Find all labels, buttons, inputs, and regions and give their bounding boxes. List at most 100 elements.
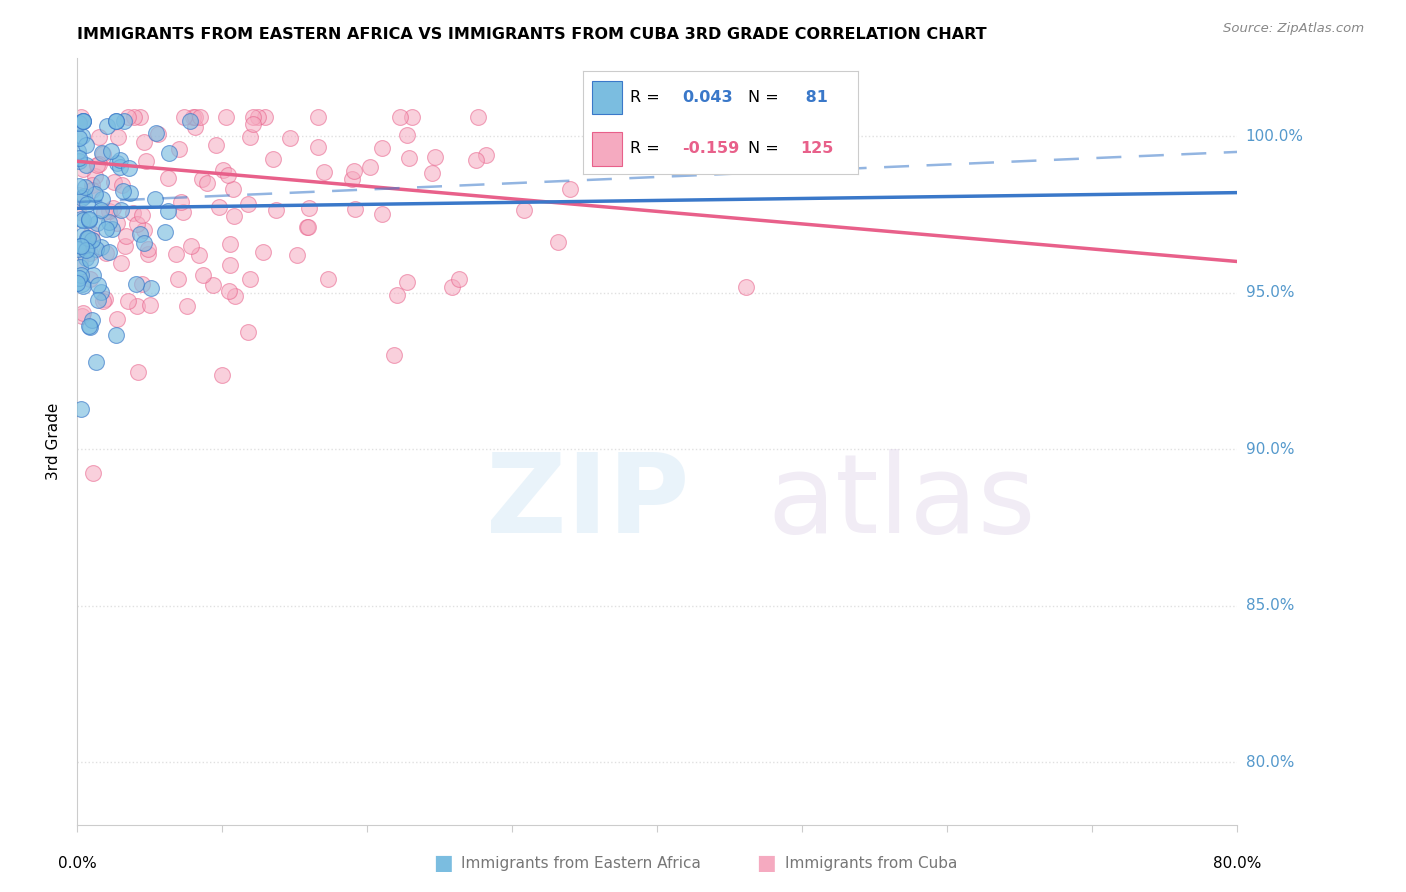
- Point: [547, 235, 569, 250]
- Point: [67, 179, 90, 194]
- Point: [176, 299, 198, 313]
- Text: 95.0%: 95.0%: [1246, 285, 1294, 301]
- Point: [157, 145, 180, 160]
- Point: [83, 169, 105, 183]
- Point: [138, 298, 160, 312]
- Point: [285, 248, 308, 262]
- Point: [86, 355, 108, 369]
- Point: [246, 111, 269, 125]
- Point: [127, 366, 149, 380]
- Point: [127, 299, 149, 313]
- Point: [239, 272, 262, 286]
- Point: [67, 153, 90, 168]
- Point: [76, 197, 98, 211]
- Point: [467, 111, 489, 125]
- Point: [86, 216, 108, 230]
- Point: [79, 245, 101, 260]
- Point: [70, 190, 93, 204]
- Point: [449, 272, 471, 286]
- Point: [79, 252, 101, 267]
- Point: [342, 164, 364, 178]
- Point: [75, 158, 97, 172]
- Point: [80, 226, 103, 240]
- Point: [72, 227, 94, 242]
- Point: [67, 242, 90, 256]
- Point: [82, 233, 104, 247]
- Point: [591, 111, 613, 125]
- Point: [72, 278, 94, 293]
- Text: N =: N =: [748, 141, 785, 156]
- Point: [262, 152, 284, 166]
- Point: [181, 111, 204, 125]
- Point: [401, 111, 423, 125]
- Point: [105, 328, 128, 343]
- Point: [90, 175, 112, 189]
- Point: [77, 318, 100, 333]
- Point: [127, 217, 149, 231]
- Point: [734, 280, 756, 294]
- Point: [94, 222, 117, 236]
- Point: [222, 182, 245, 196]
- Point: [217, 168, 239, 182]
- Point: [80, 313, 103, 327]
- Point: [307, 139, 329, 153]
- Text: 100.0%: 100.0%: [1246, 128, 1303, 144]
- Point: [215, 111, 238, 125]
- Point: [136, 242, 159, 256]
- Point: [72, 188, 94, 202]
- Point: [72, 162, 94, 177]
- Text: 0.0%: 0.0%: [58, 855, 97, 871]
- Point: [105, 312, 128, 326]
- Text: Source: ZipAtlas.com: Source: ZipAtlas.com: [1223, 22, 1364, 36]
- Point: [82, 467, 104, 481]
- Point: [70, 128, 93, 143]
- Point: [475, 148, 498, 162]
- Point: [97, 204, 120, 219]
- Point: [70, 211, 93, 226]
- Point: [75, 251, 97, 265]
- Point: [104, 113, 127, 128]
- Point: [370, 141, 392, 155]
- Text: R =: R =: [630, 141, 665, 156]
- Point: [70, 111, 93, 125]
- Point: [135, 154, 157, 169]
- Point: [77, 212, 100, 227]
- Point: [90, 240, 112, 254]
- Point: [72, 113, 94, 128]
- Point: [157, 171, 180, 186]
- Text: 90.0%: 90.0%: [1246, 442, 1294, 457]
- Point: [136, 247, 159, 261]
- Point: [70, 268, 93, 283]
- Point: [107, 129, 129, 144]
- Y-axis label: 3rd Grade: 3rd Grade: [46, 403, 62, 480]
- Point: [512, 203, 534, 218]
- Point: [167, 143, 190, 157]
- Text: N =: N =: [748, 90, 785, 105]
- Point: [441, 280, 464, 294]
- Text: 80.0%: 80.0%: [1213, 855, 1261, 871]
- Point: [80, 178, 103, 193]
- Point: [157, 203, 180, 218]
- Point: [103, 176, 125, 190]
- Point: [110, 256, 132, 270]
- Point: [191, 171, 214, 186]
- Point: [222, 210, 245, 224]
- Point: [423, 150, 446, 164]
- Point: [143, 192, 166, 206]
- FancyBboxPatch shape: [592, 80, 621, 114]
- Point: [131, 208, 153, 222]
- Point: [75, 138, 97, 153]
- Point: [344, 202, 367, 216]
- Point: [188, 111, 211, 125]
- Point: [184, 120, 207, 134]
- Point: [359, 160, 381, 174]
- FancyBboxPatch shape: [592, 132, 621, 166]
- Point: [208, 200, 231, 214]
- Point: [145, 126, 167, 140]
- Point: [76, 231, 98, 245]
- Point: [91, 294, 114, 309]
- Point: [98, 215, 121, 229]
- Text: 85.0%: 85.0%: [1246, 599, 1294, 614]
- Point: [134, 136, 156, 150]
- Point: [398, 151, 420, 165]
